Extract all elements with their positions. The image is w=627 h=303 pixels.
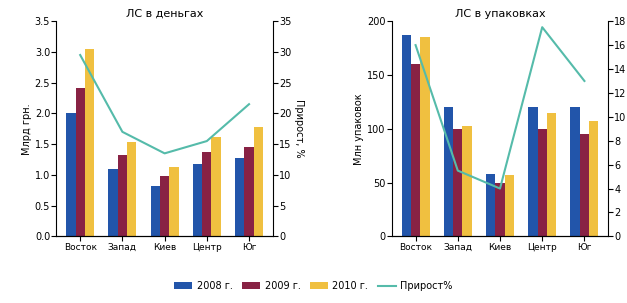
Bar xyxy=(235,158,245,236)
Bar xyxy=(245,147,254,236)
Bar xyxy=(254,127,263,236)
Bar xyxy=(580,134,589,236)
Y-axis label: Прирост, %: Прирост, % xyxy=(294,99,304,158)
Bar xyxy=(402,35,411,236)
Bar xyxy=(85,49,94,236)
Bar xyxy=(571,107,580,236)
Bar xyxy=(75,88,85,236)
Bar xyxy=(444,107,453,236)
Bar xyxy=(193,164,202,236)
Bar xyxy=(127,142,136,236)
Bar xyxy=(420,37,429,236)
Bar xyxy=(589,121,598,236)
Bar xyxy=(108,169,118,236)
Bar xyxy=(529,107,537,236)
Title: ЛС в деньгах: ЛС в деньгах xyxy=(126,9,203,19)
Bar xyxy=(453,129,463,236)
Bar xyxy=(505,175,514,236)
Bar xyxy=(118,155,127,236)
Bar xyxy=(211,137,221,236)
Legend: 2008 г., 2009 г., 2010 г., Прирост%: 2008 г., 2009 г., 2010 г., Прирост% xyxy=(171,277,456,295)
Bar xyxy=(537,129,547,236)
Bar xyxy=(547,113,556,236)
Bar xyxy=(160,176,169,236)
Bar xyxy=(495,182,505,236)
Y-axis label: Млрд грн.: Млрд грн. xyxy=(22,103,32,155)
Bar xyxy=(486,174,495,236)
Bar xyxy=(202,152,211,236)
Bar xyxy=(411,64,420,236)
Bar xyxy=(150,186,160,236)
Title: ЛС в упаковках: ЛС в упаковках xyxy=(455,9,545,19)
Bar xyxy=(463,125,472,236)
Y-axis label: Млн упаковок: Млн упаковок xyxy=(354,93,364,165)
Bar xyxy=(169,168,179,236)
Bar xyxy=(66,113,75,236)
